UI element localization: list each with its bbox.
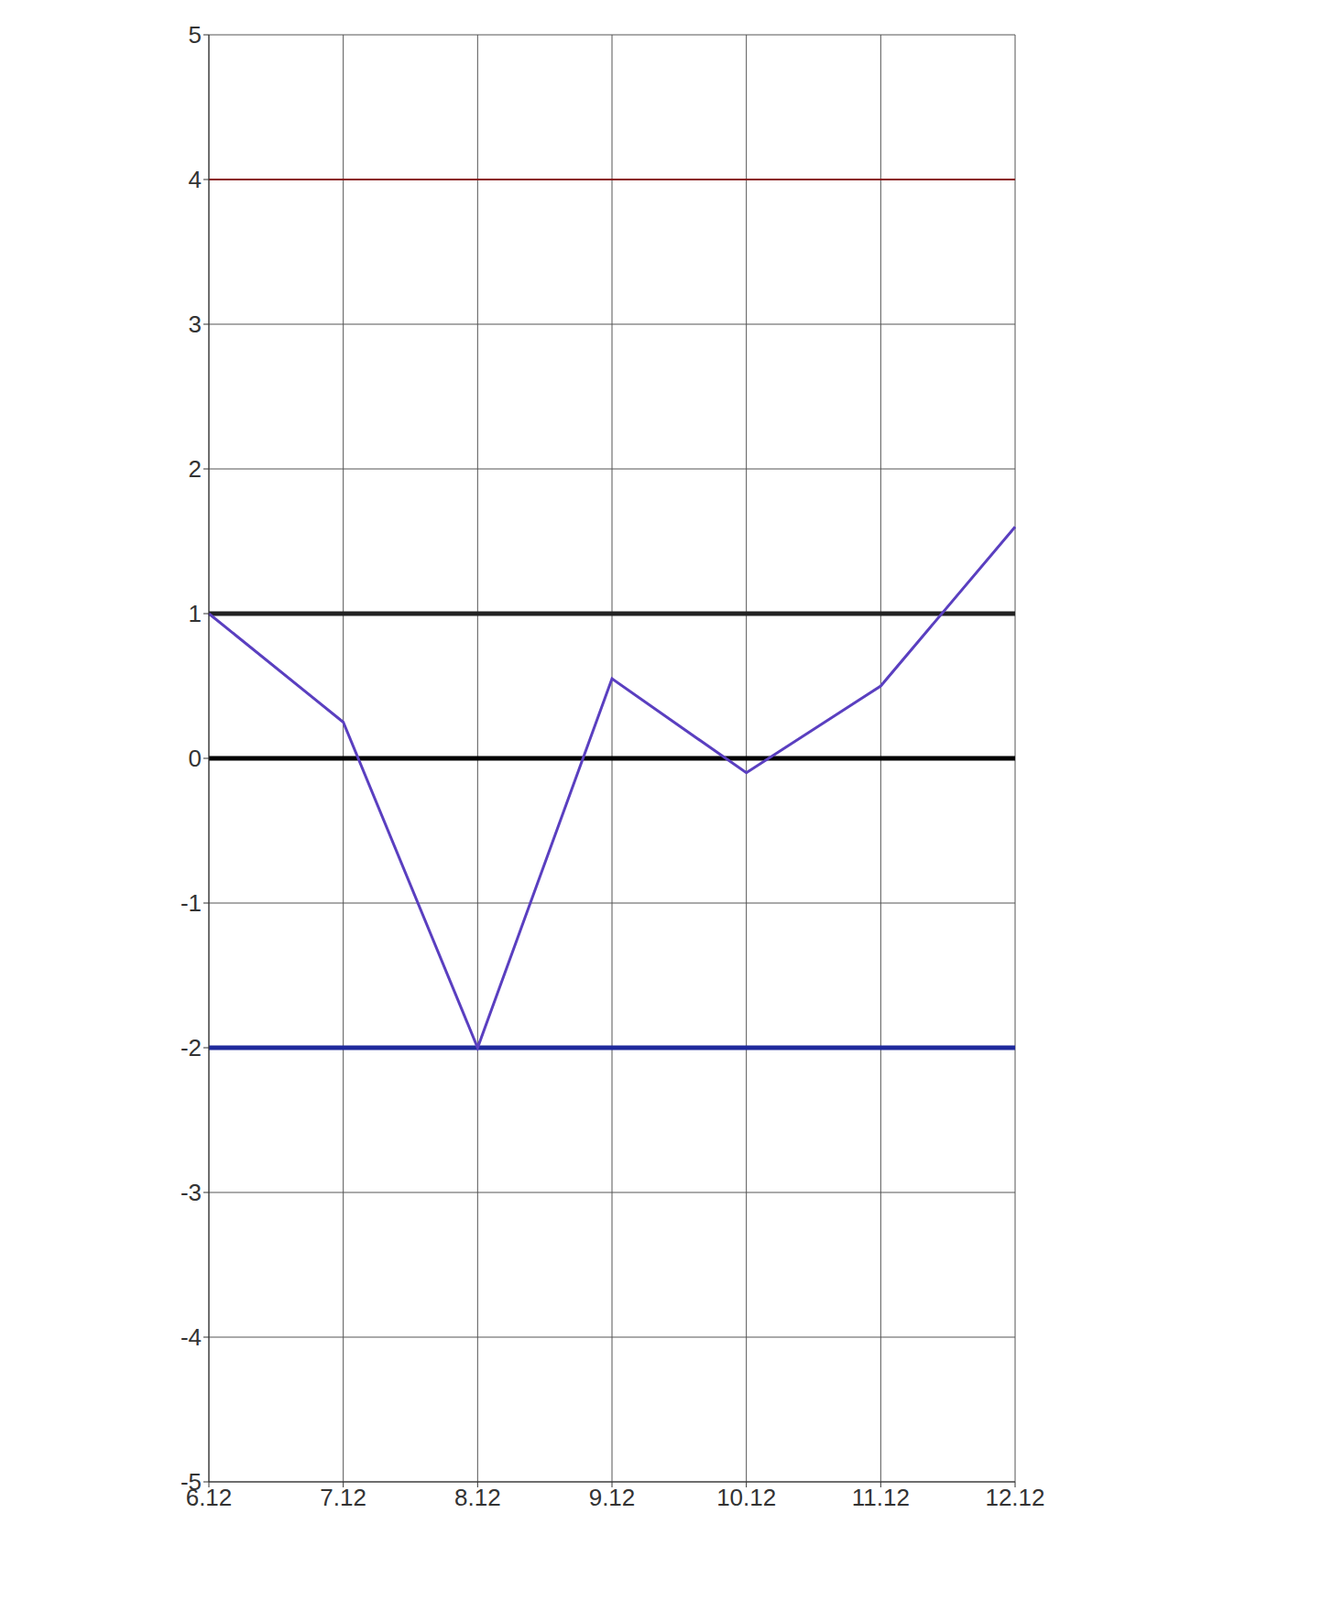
svg-text:8.12: 8.12 [454, 1484, 502, 1512]
svg-text:1: 1 [188, 600, 202, 628]
svg-text:9.12: 9.12 [589, 1484, 636, 1512]
svg-text:0: 0 [188, 744, 202, 773]
svg-text:-2: -2 [180, 1034, 202, 1062]
svg-text:5: 5 [188, 21, 202, 49]
svg-text:-1: -1 [180, 889, 202, 918]
svg-text:3: 3 [188, 310, 202, 339]
svg-text:-4: -4 [180, 1323, 202, 1352]
svg-text:6.12: 6.12 [185, 1484, 233, 1513]
svg-text:4: 4 [188, 165, 202, 194]
svg-text:2: 2 [188, 455, 202, 483]
svg-text:11.12: 11.12 [852, 1484, 910, 1512]
svg-text:7.12: 7.12 [319, 1484, 367, 1512]
svg-text:-5: -5 [180, 1468, 202, 1497]
svg-text:10.12: 10.12 [716, 1484, 776, 1512]
svg-text:12.12: 12.12 [984, 1484, 1045, 1512]
svg-text:-3: -3 [180, 1179, 202, 1207]
